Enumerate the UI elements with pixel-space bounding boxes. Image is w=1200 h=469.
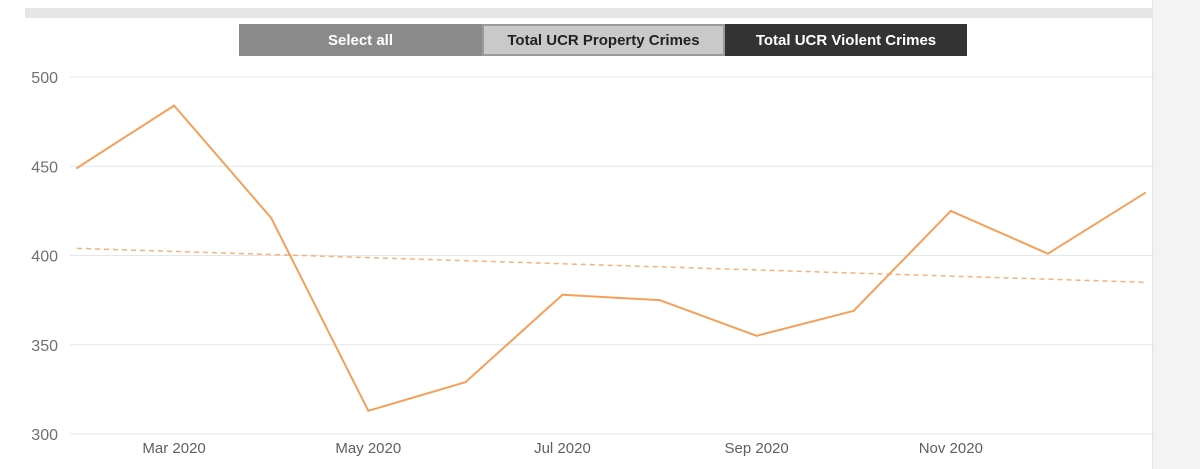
data-point [852,309,855,312]
data-point [367,409,370,412]
x-tick-label: Jul 2020 [534,440,591,457]
y-tick-label: 300 [31,427,58,444]
x-tick-label: May 2020 [335,440,401,457]
series-line [76,104,1146,412]
data-point [949,209,952,212]
violent-crimes-button[interactable]: Total UCR Violent Crimes [725,24,967,56]
y-tick-label: 500 [31,70,58,87]
y-tick-label: 400 [31,249,58,266]
x-tick-label: Nov 2020 [919,440,983,457]
property-crimes-button[interactable]: Total UCR Property Crimes [482,24,725,56]
data-point [755,334,758,337]
x-tick-label: Mar 2020 [142,440,205,457]
data-point [658,299,661,302]
data-point [1144,192,1146,195]
y-tick-label: 350 [31,338,58,355]
right-panel [1152,0,1200,469]
y-tick-label: 450 [31,159,58,176]
trend-line [76,247,1146,284]
top-scrollbar [25,8,1155,18]
select-all-button[interactable]: Select all [239,24,482,56]
data-point [270,217,273,220]
data-point [173,104,176,107]
data-point [76,167,78,170]
data-point [464,381,467,384]
data-point [561,293,564,296]
data-point [1046,252,1049,255]
x-tick-label: Sep 2020 [725,440,789,457]
